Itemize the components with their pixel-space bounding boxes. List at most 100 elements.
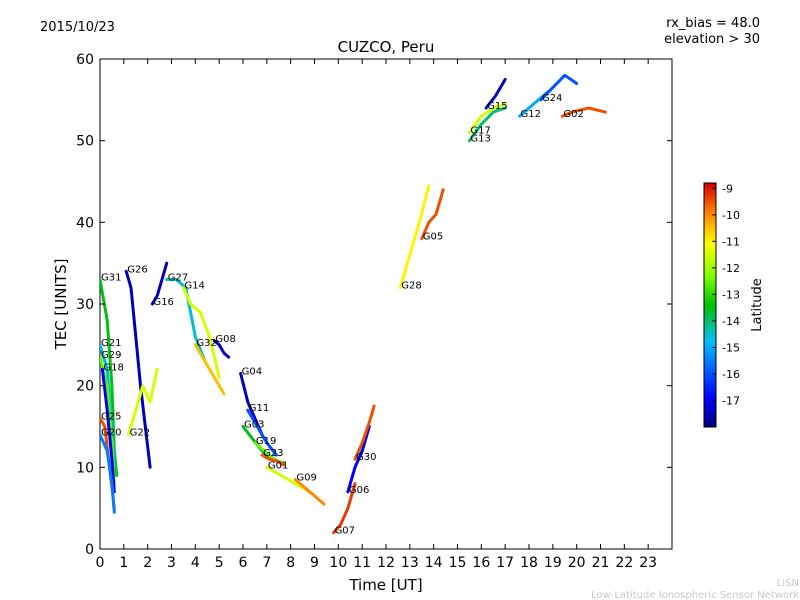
- x-tick-label: 9: [310, 555, 319, 571]
- x-tick-label: 14: [425, 555, 443, 571]
- colorbar-tick-label: -11: [722, 235, 740, 248]
- track-g11: [246, 408, 278, 457]
- sat-label-g05: G05: [423, 232, 443, 243]
- track-g17: [467, 102, 507, 134]
- sat-label-g21: G21: [101, 338, 121, 349]
- y-tick-label: 0: [85, 542, 94, 558]
- track-g05: [420, 188, 445, 241]
- colorbar-tick-label: -16: [722, 368, 740, 381]
- x-tick-label: 17: [496, 555, 514, 571]
- x-tick-label: 1: [119, 555, 128, 571]
- sat-label-g17: G17: [470, 126, 490, 137]
- track-g01: [265, 465, 312, 494]
- data-marks: [100, 73, 607, 535]
- x-tick-label: 5: [215, 555, 224, 571]
- track-g22: [127, 367, 159, 437]
- x-tick-label: 3: [167, 555, 176, 571]
- sat-label-g01: G01: [268, 460, 288, 471]
- colorbar-tick-label: -12: [722, 262, 740, 275]
- colorbar-label: Latitude: [750, 278, 765, 332]
- sat-label-g03: G03: [244, 420, 264, 431]
- x-tick-label: 11: [353, 555, 371, 571]
- sat-label-g26: G26: [127, 264, 147, 275]
- colorbar-ticks: -9 -10 -11 -12 -13 -14 -15 -16 -17: [712, 182, 740, 407]
- sat-label-g06: G06: [349, 485, 369, 496]
- x-tick-label: 16: [472, 555, 490, 571]
- sat-label-g30: G30: [356, 452, 376, 463]
- y-tick-label: 40: [76, 215, 94, 231]
- elevation-label: elevation > 30: [664, 32, 760, 47]
- sat-label-g04: G04: [242, 366, 262, 377]
- x-tick-label: 2: [143, 555, 152, 571]
- track-g27: [165, 278, 207, 363]
- colorbar-tick-label: -13: [722, 288, 740, 301]
- sat-label-g19: G19: [256, 436, 276, 447]
- y-tick-label: 30: [76, 297, 94, 313]
- track-g15: [484, 77, 507, 110]
- track-g26: [124, 269, 152, 469]
- sat-label-g31: G31: [101, 273, 121, 284]
- sat-label-g14: G14: [184, 281, 204, 292]
- sat-label-g08: G08: [215, 334, 235, 345]
- x-tick-label: 8: [286, 555, 295, 571]
- track-g30: [353, 404, 376, 461]
- colorbar-tick-label: -10: [722, 209, 740, 222]
- sat-label-g22: G22: [130, 428, 150, 439]
- track-g18: [100, 367, 116, 494]
- track-g16: [150, 261, 169, 306]
- x-tick-label: 20: [568, 555, 586, 571]
- colorbar-tick-label: -14: [722, 315, 740, 328]
- x-tick-label: 13: [401, 555, 419, 571]
- sat-label-g11: G11: [249, 403, 269, 414]
- x-tick-label: 23: [639, 555, 657, 571]
- track-g09: [293, 478, 326, 506]
- sat-label-g24: G24: [542, 93, 562, 104]
- x-tick-label: 4: [191, 555, 200, 571]
- colorbar-tick-label: -17: [722, 394, 740, 407]
- rx-bias-label: rx_bias = 48.0: [666, 16, 760, 31]
- sat-label-g13: G13: [470, 134, 490, 145]
- x-tick-label: 0: [96, 555, 105, 571]
- track-g14: [181, 286, 221, 379]
- chart-title: CUZCO, Peru: [338, 38, 435, 56]
- sat-label-g32: G32: [196, 338, 216, 349]
- x-tick-label: 19: [544, 555, 562, 571]
- plot-frame: [99, 58, 673, 550]
- track-g32: [193, 343, 226, 396]
- x-tick-label: 21: [592, 555, 610, 571]
- track-g07: [332, 482, 357, 535]
- sat-label-g25: G25: [101, 411, 121, 422]
- sat-label-g07: G07: [335, 526, 355, 537]
- track-g08: [212, 339, 231, 359]
- track-g23: [260, 453, 285, 467]
- sat-label-g28: G28: [401, 281, 421, 292]
- track-g24: [539, 73, 579, 102]
- sat-label-g23: G23: [263, 448, 283, 459]
- sat-label-g27: G27: [168, 273, 188, 284]
- sat-label-g02: G02: [563, 109, 583, 120]
- footer-lisn: LISN: [777, 578, 799, 589]
- track-g20: [100, 433, 116, 514]
- x-tick-label: 12: [377, 555, 395, 571]
- y-tick-label: 10: [76, 460, 94, 476]
- track-g02: [560, 106, 607, 118]
- y-tick-label: 20: [76, 379, 94, 395]
- y-axis-label: TEC [UNITS]: [52, 259, 70, 351]
- y-axis: 0 10 20 30 40 50 60: [76, 52, 672, 558]
- x-tick-label: 6: [239, 555, 248, 571]
- colorbar: [703, 182, 717, 428]
- date-label: 2015/10/23: [40, 20, 115, 35]
- x-tick-label: 7: [262, 555, 271, 571]
- y-tick-label: 60: [76, 52, 94, 68]
- x-axis-label: Time [UT]: [348, 576, 422, 594]
- track-g28: [398, 184, 431, 290]
- x-tick-label: 22: [615, 555, 633, 571]
- colorbar-tick-label: -15: [722, 341, 740, 354]
- sat-label-g12: G12: [520, 109, 540, 120]
- sat-label-g09: G09: [296, 473, 316, 484]
- x-tick-label: 18: [520, 555, 538, 571]
- x-axis: 0 1 2 3 4 5 6 7 8 9 10 11 12 13 14 15 16 17 18 19 20 21 22 23: [96, 59, 657, 571]
- sat-label-g29: G29: [101, 350, 121, 361]
- track-g13: [467, 106, 507, 143]
